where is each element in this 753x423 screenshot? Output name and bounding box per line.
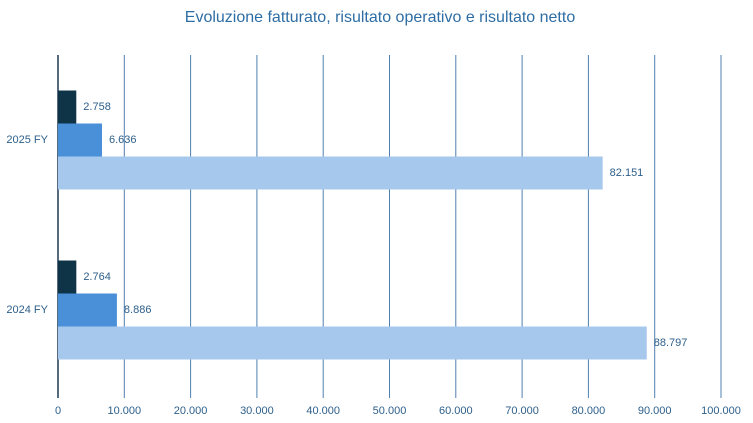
x-tick-label: 10.000: [107, 405, 141, 417]
x-tick-label: 100.000: [701, 405, 741, 417]
data-label: 8.886: [124, 304, 152, 316]
bar: [58, 293, 117, 327]
y-tick-label: 2025 FY: [6, 134, 48, 146]
bar: [58, 260, 77, 294]
x-tick-label: 90.000: [638, 405, 672, 417]
bar: [58, 156, 603, 190]
data-label: 82.151: [610, 167, 644, 179]
data-label: 2.764: [83, 271, 111, 283]
x-tick-label: 20.000: [174, 405, 208, 417]
bar: [58, 90, 77, 124]
x-tick-label: 60.000: [439, 405, 473, 417]
data-label: 88.797: [654, 337, 688, 349]
y-tick-label: 2024 FY: [6, 304, 48, 316]
x-tick-label: 80.000: [572, 405, 606, 417]
data-label: 2.758: [83, 101, 111, 113]
x-tick-label: 0: [55, 405, 61, 417]
bar: [58, 123, 102, 157]
x-tick-label: 40.000: [306, 405, 340, 417]
data-label: 6.636: [109, 134, 137, 146]
x-tick-label: 30.000: [240, 405, 274, 417]
chart-title: Evoluzione fatturato, risultato operativ…: [185, 9, 576, 26]
x-tick-label: 50.000: [373, 405, 407, 417]
x-tick-label: 70.000: [505, 405, 539, 417]
bar: [58, 326, 647, 360]
